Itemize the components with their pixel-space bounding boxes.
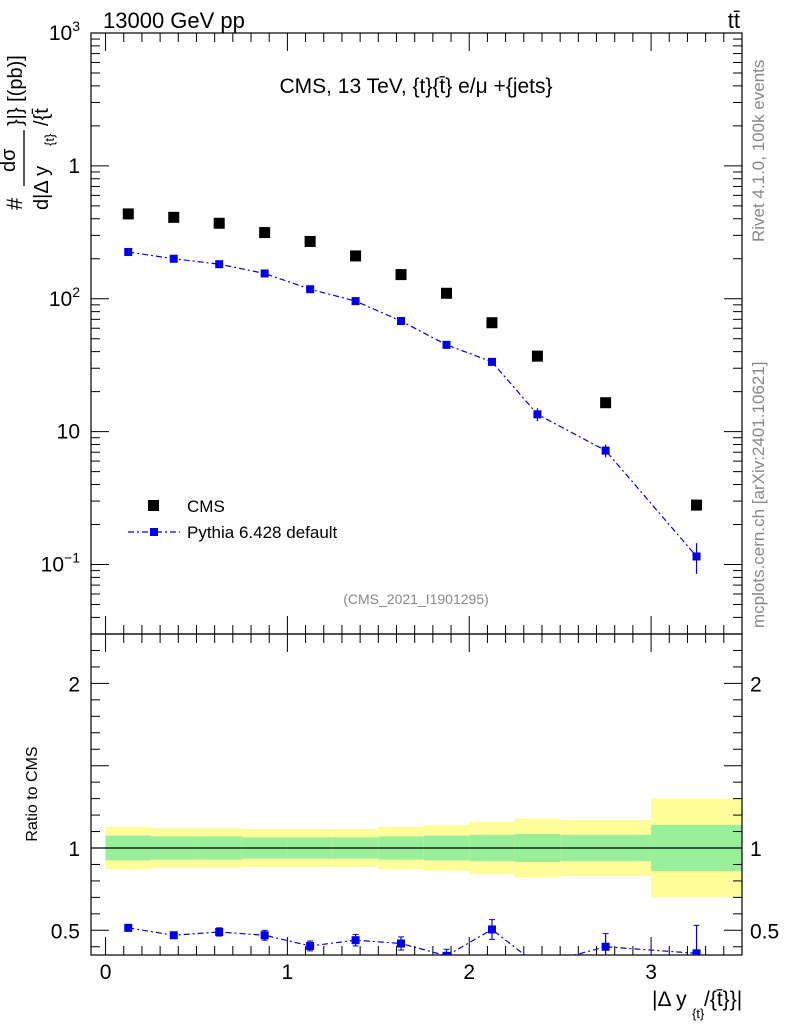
- mc-main-point: [601, 446, 610, 455]
- legend-cms-marker: [148, 500, 159, 511]
- xlabel: |Δ y {t} /{t̄}}|: [652, 988, 742, 1021]
- cms-main-point: [531, 350, 543, 362]
- xtick-label: 1: [282, 961, 294, 984]
- cms-main-point: [168, 211, 180, 223]
- xlabel-main: |Δ y: [652, 988, 687, 1011]
- mc-ratio-clipped: [124, 919, 701, 969]
- mc-ratio-point: [306, 941, 315, 950]
- xtick-labels: 0 1 2 3: [100, 961, 657, 984]
- mc-main-point: [124, 247, 133, 256]
- main-ytick-label: 103: [49, 18, 80, 45]
- cms-main-point: [486, 317, 498, 329]
- axis-ticks: [91, 32, 743, 955]
- main-ylabel-subscript: {t}: [42, 133, 57, 146]
- mc-main-point: [215, 260, 224, 269]
- plot-title: CMS, 13 TeV, {t}{t̄} e/μ +{jets}: [279, 75, 552, 98]
- header-left: 13000 GeV pp: [103, 8, 245, 33]
- mc-ratio-point: [260, 931, 269, 940]
- mc-main-point: [533, 410, 542, 419]
- main-ytick-label: 10: [57, 421, 80, 444]
- mc-ratio-point: [487, 925, 496, 934]
- xtick-label: 2: [463, 961, 475, 984]
- ratio-ytick-label-left: 2: [68, 673, 80, 696]
- main-ytick-label: 102: [49, 284, 80, 311]
- cms-main-point: [122, 208, 134, 220]
- ratio-ytick-label-left: 0.5: [51, 920, 80, 943]
- mc-main-point: [692, 552, 701, 561]
- mc-main-point: [260, 269, 269, 278]
- mc-ratio-point: [124, 923, 133, 932]
- xlabel-tail: /{t̄}}|: [704, 988, 742, 1011]
- cms-main-point: [395, 269, 407, 281]
- mc-main-point: [397, 317, 406, 326]
- main-ylabel-numerator: dσ: [0, 148, 20, 172]
- mc-main-point: [442, 340, 451, 349]
- analysis-watermark: (CMS_2021_I1901295): [343, 591, 489, 607]
- main-ylabel-unit: }|} [(pb)]: [5, 55, 27, 126]
- mc-ratio-line: [128, 927, 697, 955]
- cms-main-point: [441, 287, 453, 299]
- mc-series-ratio: [124, 919, 701, 969]
- mc-series-main: [124, 247, 701, 574]
- ratio-ytick-label-right: 0.5: [750, 920, 779, 943]
- cms-main-point: [259, 227, 271, 239]
- mc-main-point: [351, 297, 360, 306]
- mc-ratio-point: [601, 942, 610, 951]
- xtick-label: 0: [100, 961, 112, 984]
- main-ytick-labels: 103 1 102 10 10−1: [41, 18, 81, 577]
- mc-ratio-point: [397, 939, 406, 948]
- cms-main-point: [304, 235, 316, 247]
- ratio-ylabel: Ratio to CMS: [24, 746, 41, 841]
- xlabel-subscript: {t}: [692, 1006, 705, 1021]
- cms-main-point: [691, 499, 703, 511]
- cms-series-main: [122, 208, 703, 511]
- main-ytick-label: 1: [68, 155, 80, 178]
- main-ytick-label: 10−1: [41, 550, 81, 577]
- ratio-ytick-label-right: 2: [750, 673, 762, 696]
- xtick-label: 3: [645, 961, 657, 984]
- mc-ratio-point: [442, 951, 451, 955]
- ratio-ytick-label-right: 1: [750, 838, 762, 861]
- main-ylabel-denominator: d|Δ y: [31, 166, 53, 210]
- mc-main-point: [306, 285, 315, 294]
- header-right: tt̄: [728, 8, 740, 33]
- mc-main-line: [128, 251, 697, 557]
- mc-ratio-point: [215, 927, 224, 936]
- mc-main-point: [169, 254, 178, 263]
- main-plot-frame: [90, 32, 743, 635]
- legend-cms-label: CMS: [187, 497, 225, 516]
- cms-main-point: [213, 217, 225, 229]
- cms-main-point: [600, 397, 612, 409]
- mc-ratio-point: [533, 961, 541, 969]
- legend-mc-marker: [150, 528, 158, 536]
- mc-ratio-point: [692, 949, 701, 955]
- mc-ratio-point: [351, 936, 360, 945]
- mc-main-point: [487, 357, 496, 366]
- main-ylabel-prefix: #: [2, 197, 27, 210]
- rivet-version-label: Rivet 4.1.0, 100k events: [749, 59, 768, 242]
- ratio-ytick-label-left: 1: [68, 838, 80, 861]
- mc-ratio-point: [169, 931, 178, 940]
- mcplots-label: mcplots.cern.ch [arXiv:2401.10621]: [749, 361, 768, 628]
- ratio-plot-frame: [90, 633, 743, 956]
- main-ylabel-tail: /{t̄: [31, 108, 53, 126]
- ratio-ytick-labels: 0.5 0.5 1 1 2 2: [51, 673, 779, 943]
- legend-mc-label: Pythia 6.428 default: [187, 523, 338, 542]
- main-ylabel: # dσ d|Δ y {t} /{t̄ }|} [(pb)]: [0, 55, 57, 210]
- cms-main-point: [350, 250, 362, 262]
